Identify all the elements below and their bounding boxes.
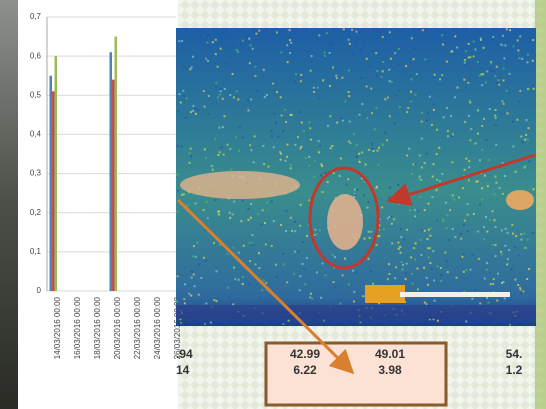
x-tick-label: 22/03/2016 00:00 <box>133 296 142 359</box>
bar <box>55 56 58 291</box>
page: 0 0,1 0,2 0,3 0,4 0,5 0,6 0,7 14/03/2016 00:00 16… <box>0 0 546 409</box>
y-tick-label: 0,6 <box>30 51 42 60</box>
photo <box>0 0 20 409</box>
label-bottom: 3.98 <box>378 363 402 377</box>
y-tick-label: 0,5 <box>30 90 42 99</box>
bar <box>50 76 53 291</box>
side-strip <box>535 0 546 409</box>
y-tick-label: 0,1 <box>30 247 42 256</box>
y-tick-label: 0,2 <box>30 208 42 217</box>
label-top: 54. <box>506 347 523 361</box>
y-tick-label: 0,7 <box>30 12 42 21</box>
bar <box>115 37 118 291</box>
y-tick-label: 0 <box>37 286 42 295</box>
x-tick-label: 18/03/2016 00:00 <box>93 296 102 359</box>
label-bottom: 14 <box>176 363 190 377</box>
bar <box>52 91 55 291</box>
x-tick-label: 24/03/2016 00:00 <box>153 296 162 359</box>
label-bottom: 1.2 <box>506 363 523 377</box>
label-bottom: 6.22 <box>293 363 317 377</box>
label-top: .94 <box>176 347 193 361</box>
x-tick-label: 16/03/2016 00:00 <box>73 296 82 359</box>
label-top: 49.01 <box>375 347 405 361</box>
y-tick-label: 0,4 <box>30 130 42 139</box>
x-tick-label: 14/03/2016 00:00 <box>53 296 62 359</box>
y-tick-label: 0,3 <box>30 169 42 178</box>
label-top: 42.99 <box>290 347 320 361</box>
bar <box>112 80 115 291</box>
x-tick-label: 20/03/2016 00:00 <box>113 296 122 359</box>
bar <box>110 52 113 291</box>
